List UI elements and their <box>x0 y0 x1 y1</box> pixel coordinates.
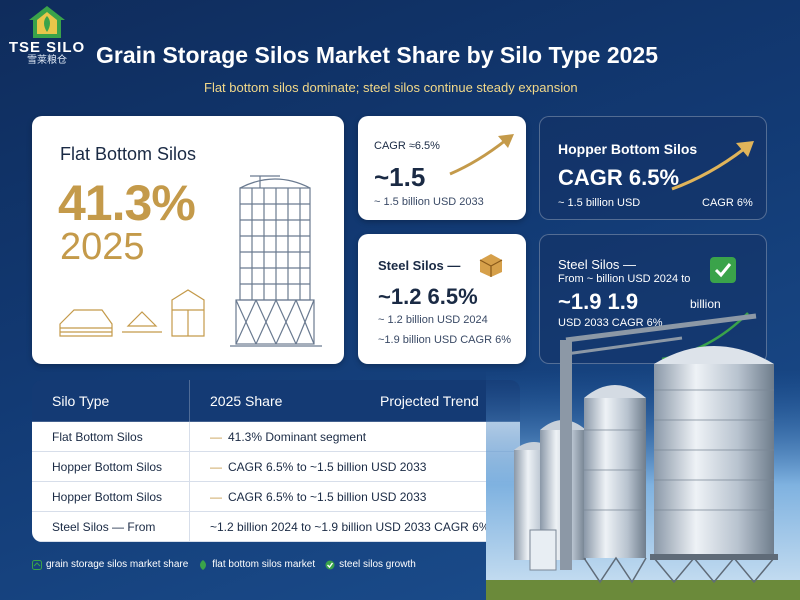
footer-tag-label: flat bottom silos market <box>212 559 316 570</box>
shield-check-icon <box>710 257 736 283</box>
row-detail-text: CAGR 6.5% to ~1.5 billion USD 2033 <box>228 459 427 474</box>
row-detail: — CAGR 6.5% to ~1.5 billion USD 2033 <box>210 489 427 504</box>
row-detail: —41.3% Dominant segment <box>210 429 367 444</box>
check-circle-icon <box>325 560 335 569</box>
steel-growth-sub: USD 2033 CAGR 6% <box>558 317 663 329</box>
row-type: Hopper Bottom Silos <box>32 481 190 512</box>
row-detail-text: ~1.2 billion 2024 to ~1.9 billion USD 20… <box>210 519 490 534</box>
table-row: Steel Silos — From ~1.2 billion 2024 to … <box>32 511 520 542</box>
card-heading: Hopper Bottom Silos <box>558 141 698 157</box>
row-type: Hopper Bottom Silos <box>32 451 190 482</box>
card-heading: Steel Silos — <box>378 258 461 273</box>
column-header: 2025 Share <box>210 392 283 409</box>
brand-name: TSE SILO <box>8 39 86 56</box>
card-heading: Flat Bottom Silos <box>60 144 197 164</box>
trend-up-icon <box>671 141 754 191</box>
trend-up-icon <box>449 134 514 176</box>
hopper-bottom-card: Hopper Bottom Silos CAGR 6.5% ~ 1.5 bill… <box>539 116 767 220</box>
column-header: Projected Trend <box>380 392 479 409</box>
row-type: Steel Silos — From <box>32 511 190 542</box>
footer-tags: grain storage silos market share flat bo… <box>32 559 416 570</box>
steel-growth-from: From ~ billion USD 2024 to <box>558 273 691 285</box>
footer-tag-label: grain storage silos market share <box>46 559 189 570</box>
logo-icon <box>29 6 65 38</box>
card-heading: CAGR ≈6.5% <box>374 140 440 152</box>
footer-tag: steel silos growth <box>325 559 416 570</box>
hopper-sub: ~ 1.5 billion USD <box>558 197 641 209</box>
table-header: Silo Type 2025 Share Projected Trend <box>32 380 520 422</box>
silo-types-icon <box>59 289 205 337</box>
row-detail: — CAGR 6.5% to ~1.5 billion USD 2033 <box>210 459 427 474</box>
row-detail: ~1.2 billion 2024 to ~1.9 billion USD 20… <box>190 512 520 542</box>
steel-silos-card: Steel Silos — ~1.2 6.5% ~ 1.2 billion US… <box>358 234 526 364</box>
steel-growth-card: Steel Silos — From ~ billion USD 2024 to… <box>539 234 767 364</box>
hopper-cagr: CAGR 6% <box>702 197 753 209</box>
box-icon <box>479 254 503 277</box>
steel-sub-2: ~1.9 billion USD CAGR 6% <box>378 334 511 346</box>
footer-tag: grain storage silos market share <box>32 559 188 570</box>
steel-growth-value: ~1.9 1.9 <box>558 289 639 314</box>
column-header: Silo Type <box>32 380 190 422</box>
row-detail-text: 41.3% Dominant segment <box>228 429 367 444</box>
steel-value: ~1.2 6.5% <box>378 284 478 309</box>
page-subtitle: Flat bottom silos dominate; steel silos … <box>204 80 578 95</box>
brand-logo: TSE SILO 雪莱粮仓 <box>8 4 86 66</box>
leaf-icon <box>200 559 207 570</box>
table-row: Hopper Bottom Silos — CAGR 6.5% to ~1.5 b… <box>32 451 520 482</box>
home-icon <box>32 559 42 570</box>
silo-photo-illustration <box>486 313 800 600</box>
footer-tag: flat bottom silos market <box>198 559 315 570</box>
hopper-value: CAGR 6.5% <box>558 165 680 190</box>
footer-tag-label: steel silos growth <box>339 559 416 570</box>
share-value: 41.3% <box>58 175 196 231</box>
row-type: Flat Bottom Silos <box>32 421 190 452</box>
cagr-card: CAGR ≈6.5% ~1.5 ~ 1.5 billion USD 2033 <box>358 116 526 220</box>
steel-sub-1: ~ 1.2 billion USD 2024 <box>378 314 488 326</box>
card-heading: Steel Silos — <box>558 257 637 272</box>
silo-sketch-icon <box>230 175 322 347</box>
cagr-value: ~1.5 <box>374 162 426 192</box>
year-value: 2025 <box>60 226 145 268</box>
cagr-sub: ~ 1.5 billion USD 2033 <box>374 196 484 208</box>
table-row: Hopper Bottom Silos — CAGR 6.5% to ~1.5 b… <box>32 481 520 512</box>
silo-type-table: Silo Type 2025 Share Projected Trend Fla… <box>32 380 520 542</box>
row-detail-text: CAGR 6.5% to ~1.5 billion USD 2033 <box>228 489 427 504</box>
steel-growth-unit: billion <box>690 297 721 311</box>
table-row: Flat Bottom Silos —41.3% Dominant segmen… <box>32 421 520 452</box>
brand-sub: 雪莱粮仓 <box>27 55 67 66</box>
flat-bottom-card: Flat Bottom Silos 41.3% 2025 <box>32 116 344 364</box>
page-title: Grain Storage Silos Market Share by Silo… <box>96 42 659 68</box>
